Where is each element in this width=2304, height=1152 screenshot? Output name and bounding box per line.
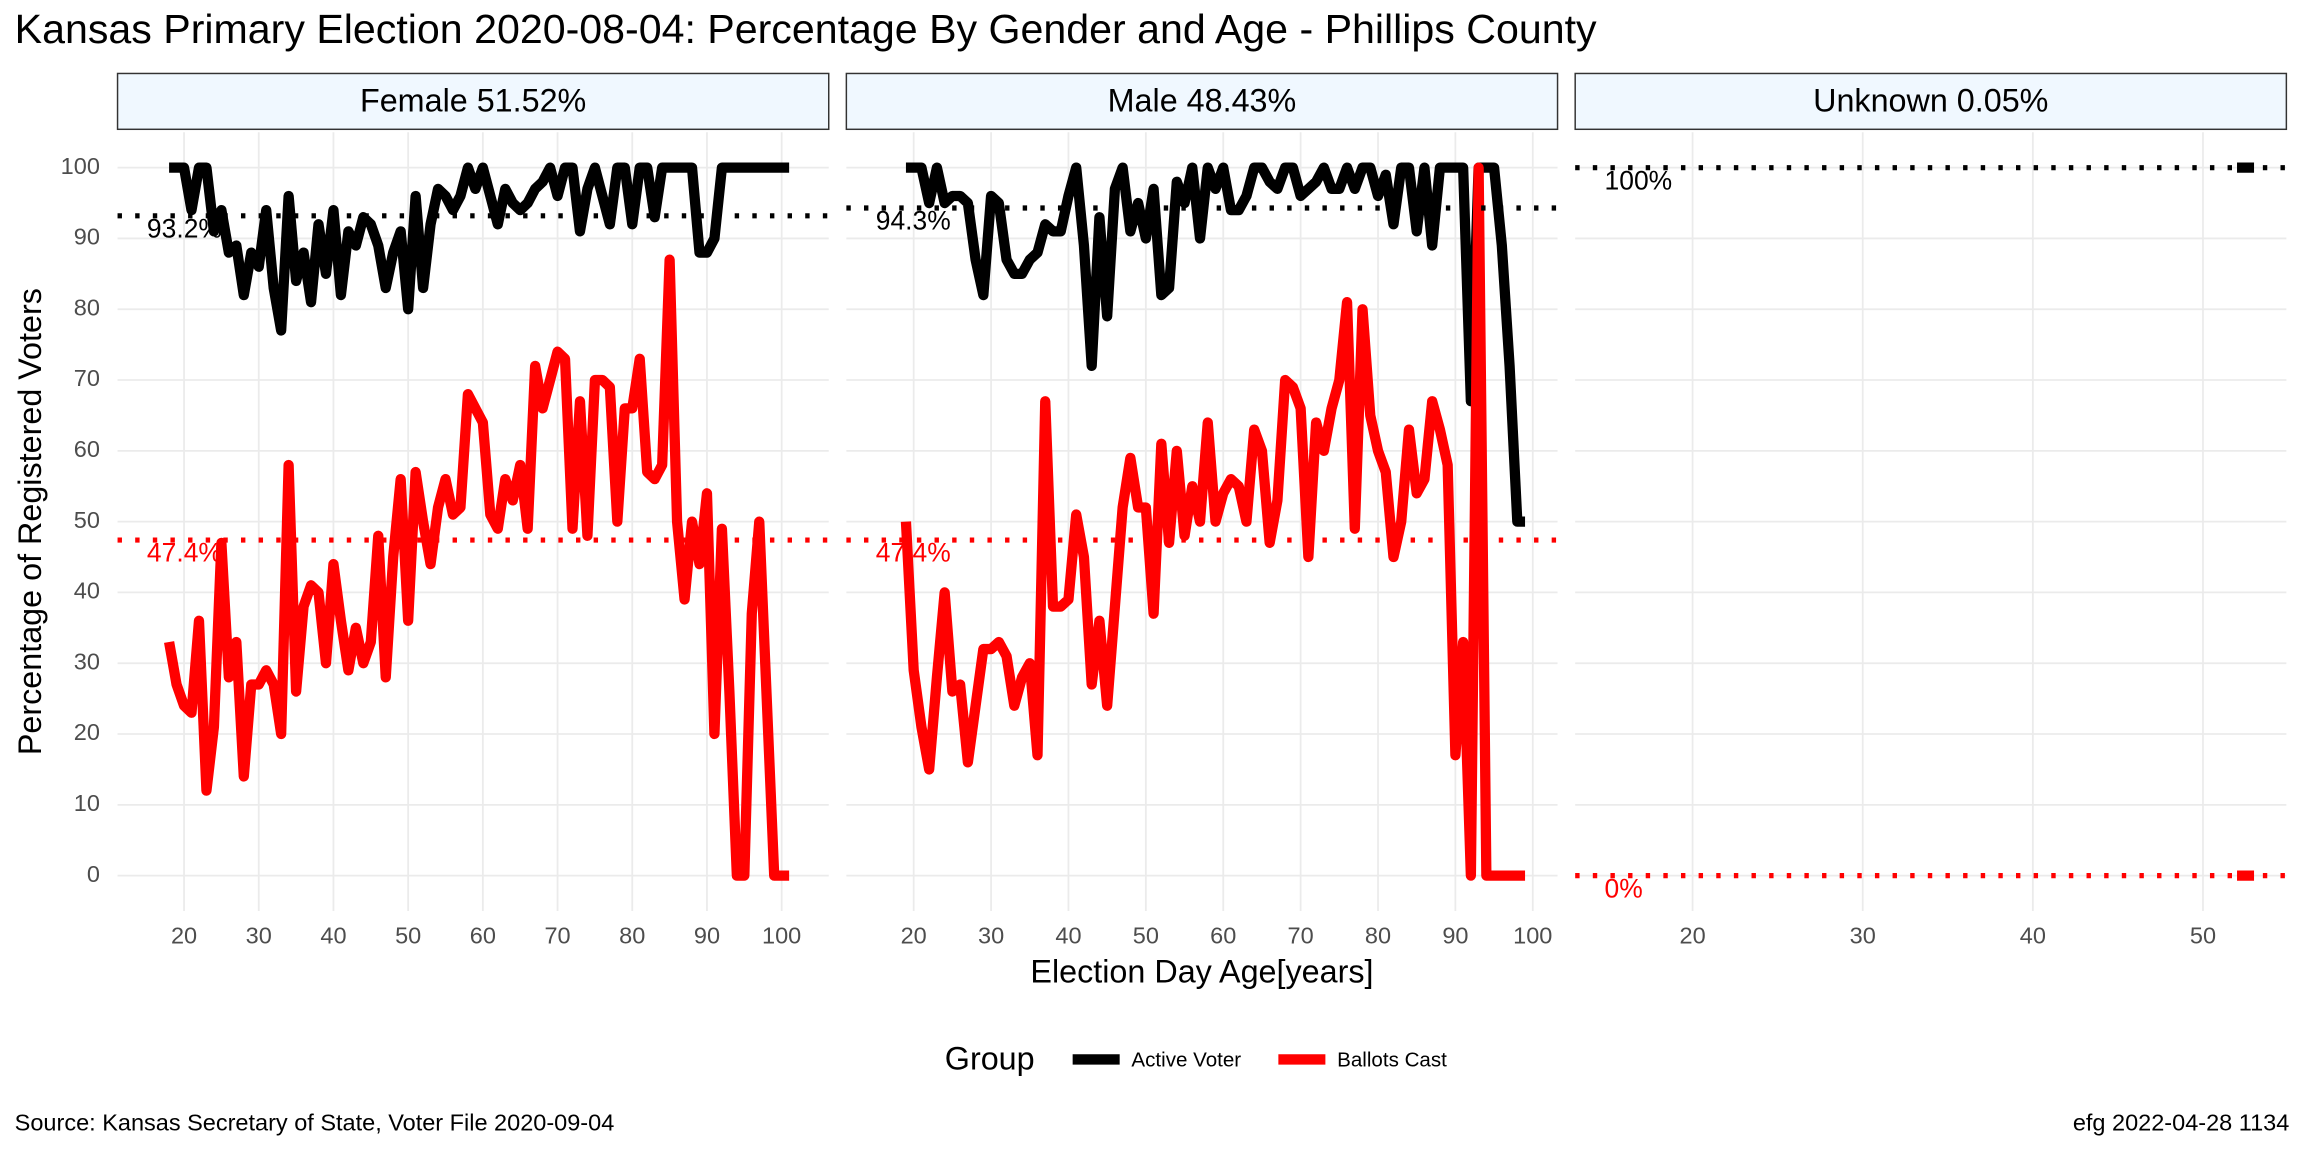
facet-title: Male 48.43%	[1108, 82, 1297, 118]
x-tick-label: 20	[1680, 923, 1706, 949]
reference-label: 0%	[1605, 873, 1643, 903]
x-tick-label: 50	[1133, 923, 1159, 949]
x-tick-label: 20	[901, 923, 927, 949]
x-tick-label: 30	[1850, 923, 1876, 949]
x-tick-label: 40	[2020, 923, 2046, 949]
facet-strip	[1574, 72, 2288, 131]
x-tick-label: 60	[470, 923, 496, 949]
reference-label: 100%	[1605, 165, 1673, 195]
facet-strip	[845, 72, 1559, 131]
x-tick-label: 40	[1055, 923, 1081, 949]
y-axis-label: Percentage of Registered Voters	[12, 288, 48, 755]
x-tick-label: 100	[1513, 923, 1552, 949]
chart-title: Kansas Primary Election 2020-08-04: Perc…	[15, 6, 1597, 52]
y-tick-label: 40	[74, 578, 100, 604]
series-line	[164, 254, 790, 881]
y-tick-label: 30	[74, 648, 100, 674]
reference-label: 47.4%	[147, 538, 222, 568]
facet-strip	[116, 72, 830, 131]
y-tick-label: 80	[74, 294, 100, 320]
series-line	[905, 162, 1526, 527]
x-tick-label: 50	[2190, 923, 2216, 949]
facet-title: Unknown 0.05%	[1813, 82, 2048, 118]
y-tick-label: 70	[74, 365, 100, 391]
y-tick-label: 100	[61, 153, 100, 179]
y-tick-label: 20	[74, 719, 100, 745]
reference-label: 47.4%	[876, 538, 951, 568]
legend-label: Ballots Cast	[1337, 1048, 1447, 1071]
y-tick-label: 50	[74, 507, 100, 533]
source-note: Source: Kansas Secretary of State, Voter…	[15, 1109, 615, 1135]
x-tick-label: 60	[1210, 923, 1236, 949]
x-tick-label: 80	[619, 923, 645, 949]
timestamp: efg 2022-04-28 1134	[2073, 1109, 2289, 1135]
facet-title: Female 51.52%	[360, 82, 586, 118]
x-tick-label: 70	[544, 923, 570, 949]
legend-label: Active Voter	[1131, 1048, 1241, 1071]
y-tick-label: 0	[87, 861, 100, 887]
x-tick-label: 70	[1288, 923, 1314, 949]
reference-label: 93.2%	[147, 213, 222, 243]
x-tick-label: 50	[395, 923, 421, 949]
x-tick-label: 30	[246, 923, 272, 949]
legend-title: Group	[945, 1040, 1035, 1076]
x-tick-label: 40	[320, 923, 346, 949]
x-tick-label: 90	[1442, 923, 1468, 949]
x-tick-label: 100	[762, 923, 801, 949]
y-tick-label: 90	[74, 224, 100, 250]
x-axis-label: Election Day Age[years]	[1030, 954, 1373, 990]
x-tick-label: 30	[978, 923, 1004, 949]
x-tick-label: 90	[694, 923, 720, 949]
series-line	[169, 162, 790, 336]
series-line	[900, 162, 1526, 881]
y-tick-label: 10	[74, 790, 100, 816]
x-tick-label: 20	[171, 923, 197, 949]
reference-label: 94.3%	[876, 206, 951, 236]
x-tick-label: 80	[1365, 923, 1391, 949]
y-tick-label: 60	[74, 436, 100, 462]
